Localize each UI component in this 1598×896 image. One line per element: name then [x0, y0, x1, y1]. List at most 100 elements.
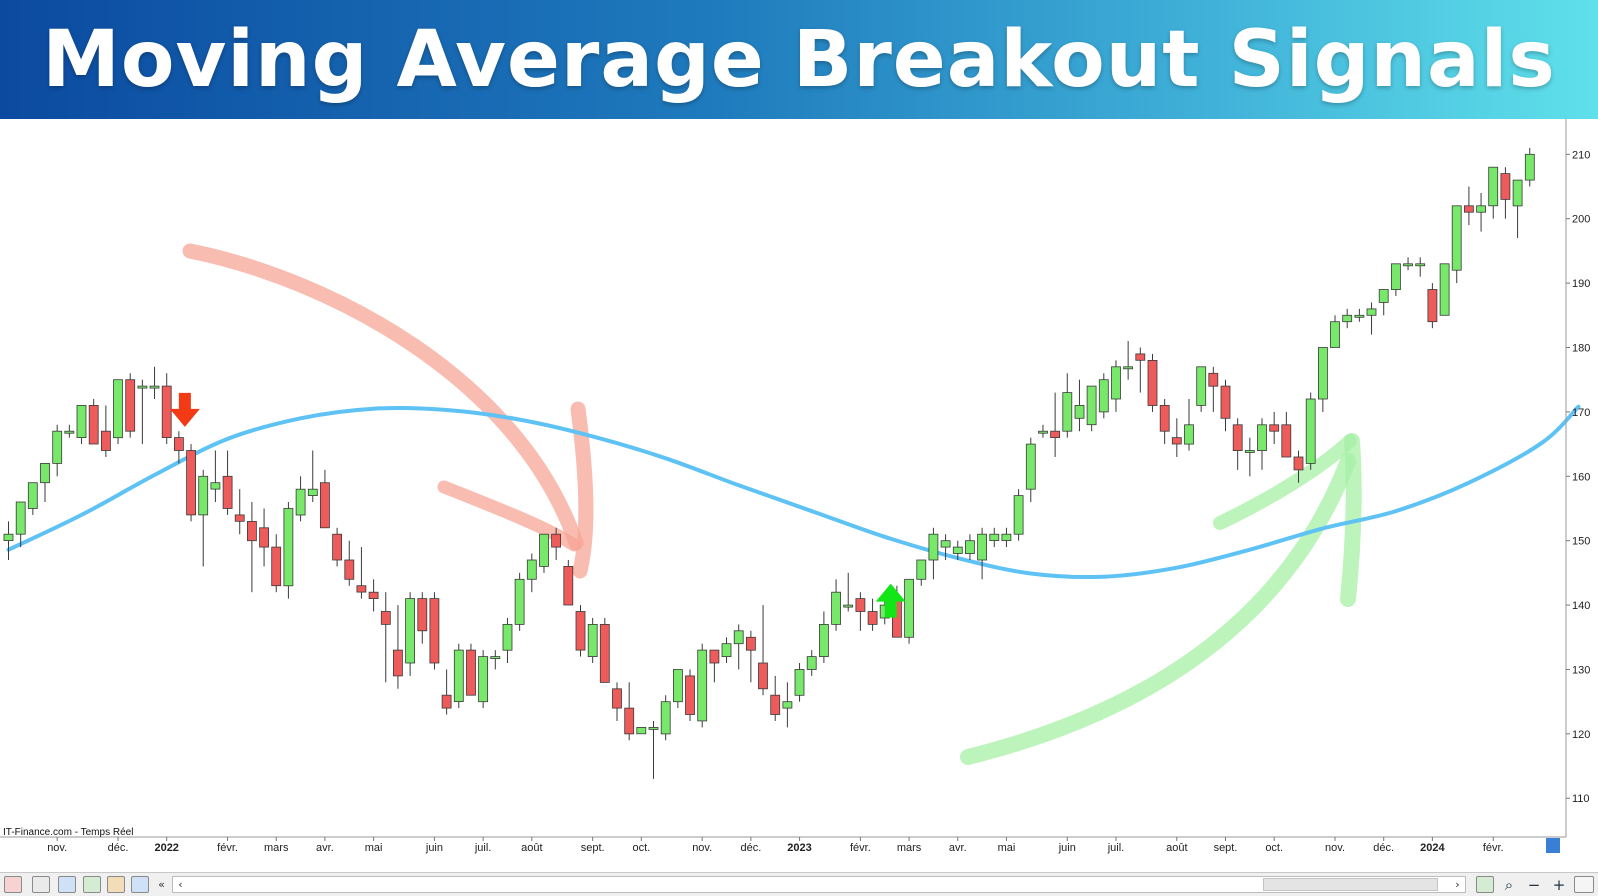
candle[interactable] [1512, 179, 1523, 239]
candle[interactable] [648, 720, 659, 779]
scroll-right-icon[interactable]: › [1455, 878, 1460, 891]
candle[interactable] [125, 373, 136, 438]
candle[interactable] [624, 682, 635, 741]
candle[interactable] [806, 650, 817, 676]
candle[interactable] [1488, 166, 1499, 219]
candle[interactable] [453, 643, 464, 709]
double-chevron-left-icon[interactable]: « [158, 878, 165, 891]
candle[interactable] [1403, 257, 1413, 271]
candle[interactable] [746, 630, 756, 683]
candle[interactable] [113, 379, 123, 445]
candle[interactable] [733, 624, 744, 670]
expand-chart-button[interactable] [1546, 838, 1560, 853]
candle[interactable] [660, 695, 671, 741]
candle[interactable] [1439, 263, 1450, 316]
candle[interactable] [332, 527, 343, 567]
candle[interactable] [526, 553, 537, 593]
candle[interactable] [429, 592, 440, 670]
candle[interactable] [1281, 411, 1292, 458]
candle[interactable] [843, 572, 854, 612]
candle[interactable] [977, 527, 987, 580]
candle[interactable] [1050, 392, 1060, 457]
candle[interactable] [1062, 373, 1073, 438]
candle[interactable] [1500, 167, 1511, 219]
candle[interactable] [1366, 302, 1377, 335]
candle[interactable] [222, 450, 233, 515]
candle[interactable] [52, 424, 63, 477]
candle[interactable] [551, 527, 561, 560]
candle[interactable] [1220, 379, 1231, 432]
candle[interactable] [709, 649, 720, 683]
candle[interactable] [539, 533, 549, 573]
zoom-fit-icon[interactable]: ⌕ [1504, 876, 1514, 894]
candle[interactable] [989, 527, 1000, 548]
candle[interactable] [3, 521, 14, 560]
candle[interactable] [1135, 347, 1146, 393]
candle[interactable] [405, 592, 416, 676]
candle[interactable] [1257, 418, 1267, 470]
candle[interactable] [1318, 347, 1328, 412]
price-chart[interactable]: 110 120 130 140 150 160 170 180 190 200 210 nov. déc… [0, 119, 1598, 872]
share-icon[interactable] [32, 876, 50, 893]
zoom-out-icon[interactable]: − [1527, 876, 1541, 894]
candle[interactable] [758, 605, 768, 696]
candle[interactable] [673, 669, 683, 709]
candle[interactable] [149, 366, 160, 400]
candle[interactable] [1342, 308, 1353, 329]
candle[interactable] [307, 450, 318, 503]
list-icon[interactable] [83, 876, 101, 893]
candle[interactable] [259, 508, 270, 567]
candle[interactable] [295, 476, 306, 522]
candle[interactable] [1427, 283, 1438, 329]
candle[interactable] [380, 592, 391, 683]
candle[interactable] [1038, 424, 1048, 438]
candle[interactable] [1391, 263, 1401, 296]
candle[interactable] [478, 650, 489, 709]
candle[interactable] [587, 617, 598, 664]
candle[interactable] [198, 469, 209, 567]
candle[interactable] [210, 450, 221, 503]
candle[interactable] [490, 650, 501, 670]
candle[interactable] [1013, 489, 1024, 541]
candle[interactable] [1025, 437, 1036, 503]
candle[interactable] [831, 579, 841, 631]
candle[interactable] [1305, 392, 1316, 470]
candle[interactable] [1208, 366, 1219, 412]
candle[interactable] [1415, 257, 1426, 277]
candle[interactable] [356, 547, 367, 599]
candle[interactable] [1476, 192, 1486, 232]
candle[interactable] [161, 373, 172, 445]
candle[interactable] [782, 682, 793, 728]
candle[interactable] [928, 527, 939, 580]
candle[interactable] [916, 559, 927, 586]
candle[interactable] [1464, 186, 1474, 226]
candle[interactable] [319, 469, 330, 529]
candle[interactable] [15, 501, 26, 548]
candle[interactable] [368, 579, 379, 612]
candle[interactable] [612, 682, 622, 721]
candle[interactable] [1159, 399, 1170, 445]
window-icon[interactable] [131, 876, 149, 893]
candle[interactable] [283, 502, 294, 599]
pointer-tool-icon[interactable] [4, 876, 22, 893]
candle[interactable] [1354, 308, 1365, 322]
candle[interactable] [867, 598, 878, 631]
candle[interactable] [40, 462, 50, 503]
candle[interactable] [563, 559, 574, 606]
candle[interactable] [1330, 315, 1340, 348]
candle[interactable] [64, 424, 75, 438]
candle[interactable] [1111, 360, 1121, 412]
bars-icon[interactable] [107, 876, 125, 893]
candle[interactable] [685, 669, 695, 721]
candle[interactable] [441, 669, 452, 715]
candle[interactable] [1001, 527, 1012, 548]
candle[interactable] [101, 405, 111, 457]
indicator-icon[interactable] [1476, 876, 1494, 893]
candle[interactable] [697, 643, 708, 728]
candle[interactable] [246, 502, 257, 593]
chart-scrollbar[interactable]: ‹ › [172, 876, 1466, 893]
candle[interactable] [770, 675, 781, 721]
candle[interactable] [137, 379, 148, 445]
candle[interactable] [1524, 147, 1535, 187]
candle[interactable] [271, 534, 282, 593]
